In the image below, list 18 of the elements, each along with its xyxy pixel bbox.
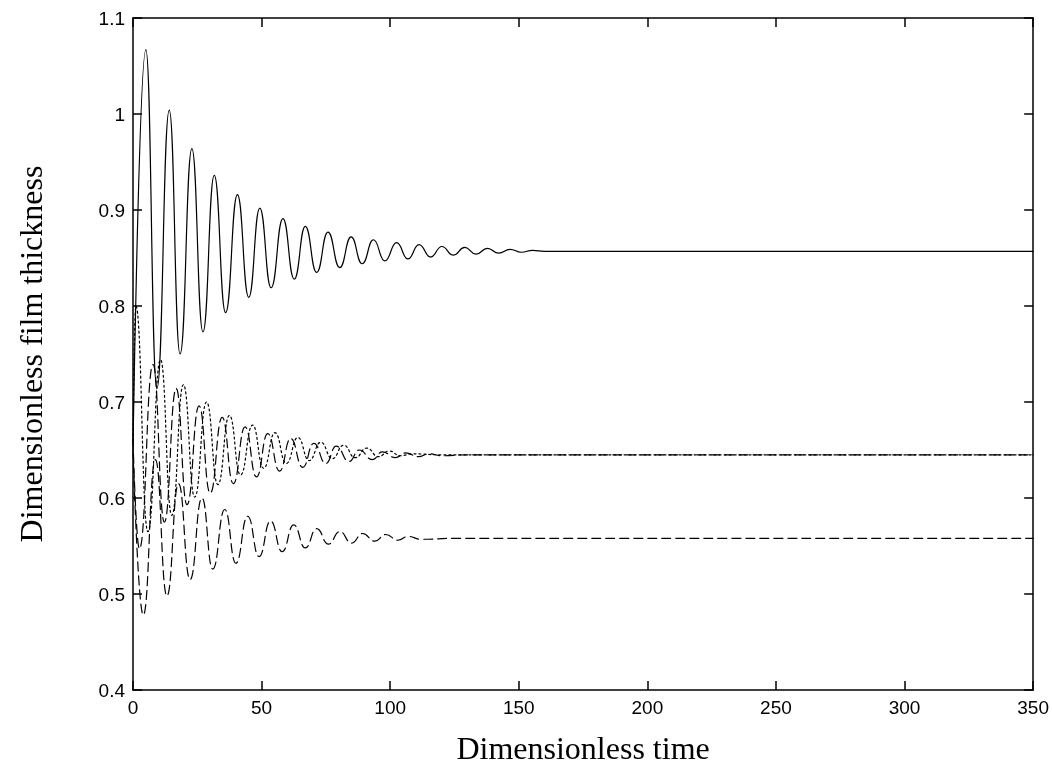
y-tick-label: 0.9 — [98, 199, 125, 221]
x-tick-label: 50 — [251, 697, 273, 718]
x-tick-label: 350 — [1017, 697, 1049, 718]
x-tick-label: 300 — [888, 697, 921, 718]
y-tick-label: 1 — [114, 103, 125, 125]
x-tick-label: 0 — [127, 697, 139, 718]
y-tick-label: 0.5 — [98, 583, 125, 605]
x-axis-title: Dimensionless time — [456, 730, 710, 766]
y-axis-title: Dimensionless film thickness — [13, 165, 49, 543]
y-tick-label: 0.4 — [98, 679, 126, 701]
y-tick-label: 0.8 — [98, 295, 125, 317]
x-tick-label: 100 — [374, 697, 407, 718]
y-tick-label: 0.6 — [98, 487, 125, 509]
x-tick-label: 200 — [631, 697, 664, 718]
y-tick-label: 1.1 — [98, 7, 125, 29]
x-tick-label: 250 — [760, 697, 792, 718]
y-tick-label: 0.7 — [98, 391, 125, 413]
x-tick-label: 150 — [502, 697, 535, 718]
